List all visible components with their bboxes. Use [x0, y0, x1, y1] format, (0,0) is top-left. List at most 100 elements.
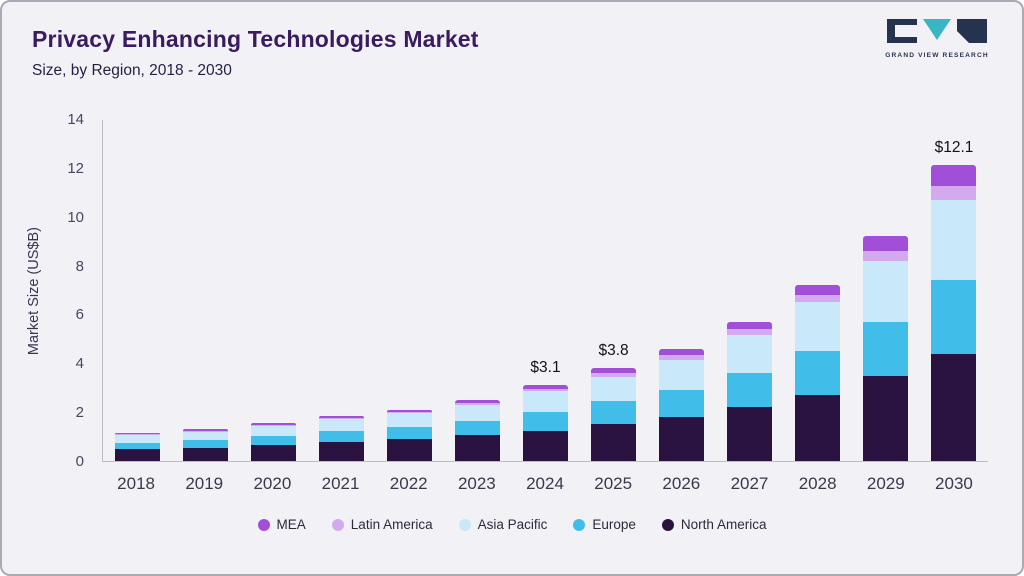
bar-group-2024: $3.1	[511, 120, 579, 461]
bar-segment-asia-pacific	[591, 376, 637, 402]
bar-segment-europe	[795, 351, 841, 395]
bar-segment-mea	[454, 399, 500, 403]
stacked-bar	[795, 285, 841, 461]
x-axis-label: 2029	[866, 474, 905, 493]
bar-segment-north-america	[454, 435, 500, 461]
x-axis-label: 2019	[185, 474, 224, 493]
y-tick-label: 0	[75, 453, 84, 470]
grand-view-research-logo: GRAND VIEW RESEARCH	[884, 18, 990, 59]
bar-segment-north-america	[386, 439, 432, 461]
bar-segment-europe	[454, 420, 500, 436]
x-axis-label: 2024	[526, 474, 564, 493]
stacked-bar	[523, 385, 568, 461]
y-axis-ticks: 0 2 4 6 8 10 12 14	[44, 111, 94, 470]
stacked-bar	[659, 348, 705, 461]
bar-segment-asia-pacific	[659, 359, 705, 391]
stacked-bar	[931, 165, 977, 461]
legend-item-europe: Europe	[573, 517, 636, 532]
bar-segment-europe	[318, 431, 364, 442]
bar-segment-north-america	[318, 441, 364, 461]
bar-segment-latin-america	[795, 294, 841, 303]
bar-segment-mea	[386, 409, 432, 412]
chart-legend: MEA Latin America Asia Pacific Europe North …	[2, 517, 1022, 532]
legend-swatch	[458, 518, 471, 531]
bar-segment-asia-pacific	[386, 413, 432, 427]
stacked-bar	[386, 409, 432, 461]
y-axis-title-text: Market Size (US$B)	[26, 226, 42, 356]
bar-group-2021	[307, 120, 375, 461]
y-tick-label: 6	[75, 306, 84, 324]
bar-segment-europe	[182, 440, 228, 448]
bar-segment-latin-america	[523, 388, 568, 392]
y-tick-label: 10	[67, 208, 84, 226]
page-title: Privacy Enhancing Technologies Market	[32, 26, 479, 52]
bar-segment-north-america	[523, 430, 568, 461]
stacked-bar	[454, 399, 500, 461]
y-tick-label: 14	[67, 111, 84, 128]
x-axis-label: 2026	[662, 474, 701, 493]
bar-segment-asia-pacific	[250, 425, 296, 437]
bar-segment-asia-pacific	[523, 391, 568, 413]
bar-group-2030: $12.1	[920, 120, 988, 461]
legend-item-north-america: North America	[661, 517, 767, 532]
x-axis-label: 2023	[457, 474, 496, 493]
stacked-bar	[182, 429, 228, 461]
bar-segment-mea	[727, 321, 773, 330]
legend-item-latin-america: Latin America	[331, 517, 433, 532]
legend-item-asia-pacific: Asia Pacific	[458, 517, 547, 532]
chart-subtitle: Size, by Region, 2018 - 2030	[32, 62, 232, 79]
legend-label: North America	[680, 517, 767, 532]
x-axis-label: 2020	[253, 474, 292, 493]
bar-group-2022	[375, 120, 443, 461]
legend-swatch	[573, 518, 586, 531]
bar-group-2019	[171, 120, 239, 461]
bar-segment-mea	[591, 368, 637, 374]
bar-segment-asia-pacific	[863, 260, 909, 322]
bar-segment-latin-america	[931, 186, 977, 200]
bar-segment-latin-america	[727, 329, 773, 336]
bar-segment-latin-america	[250, 424, 296, 426]
logo-text: GRAND VIEW RESEARCH	[885, 52, 989, 59]
x-axis-label: 2018	[117, 474, 155, 493]
legend-item-mea: MEA	[257, 517, 306, 532]
bar-segment-north-america	[114, 449, 160, 461]
bar-group-2028	[784, 120, 852, 461]
bar-value-label: $3.8	[598, 342, 629, 360]
bar-segment-europe	[591, 401, 637, 425]
bar-segment-mea	[659, 348, 705, 355]
bar-segment-north-america	[591, 424, 637, 461]
bar-segment-latin-america	[386, 411, 432, 414]
stacked-bar	[250, 423, 296, 461]
bar-group-2029	[852, 120, 920, 461]
bar-segment-europe	[523, 412, 568, 431]
x-axis-label: 2022	[389, 474, 428, 493]
plot-area: $3.1 $3.8 $12.1	[102, 120, 988, 462]
legend-swatch	[331, 518, 344, 531]
bar-segment-latin-america	[114, 434, 160, 436]
x-axis-label: 2030	[935, 474, 973, 493]
bar-value-label: $12.1	[934, 139, 974, 157]
bar-group-2018	[103, 120, 171, 461]
legend-swatch	[661, 518, 674, 531]
bar-segment-latin-america	[454, 402, 500, 405]
stacked-bar	[727, 321, 773, 461]
x-axis-label: 2021	[321, 474, 360, 493]
stacked-bar	[114, 432, 160, 461]
bar-segment-latin-america	[659, 354, 705, 360]
bar-group-2026	[648, 120, 716, 461]
bar-segment-asia-pacific	[454, 404, 500, 421]
bar-segment-asia-pacific	[114, 435, 160, 443]
y-tick-label: 12	[67, 159, 84, 177]
bar-segment-asia-pacific	[182, 431, 228, 441]
bar-segment-mea	[863, 236, 909, 251]
y-tick-label: 4	[75, 355, 84, 373]
x-axis-labels: 2018 2019 2020 2021 2022 2023 2024 2025 2026 2027…	[102, 474, 988, 494]
x-axis-label: 2027	[730, 474, 769, 493]
x-axis-label: 2025	[594, 474, 633, 493]
legend-label: Latin America	[350, 517, 433, 532]
x-axis-label: 2028	[798, 474, 837, 493]
bar-segment-latin-america	[863, 250, 909, 261]
bar-segment-latin-america	[318, 417, 364, 420]
bar-group-2027	[716, 120, 784, 461]
